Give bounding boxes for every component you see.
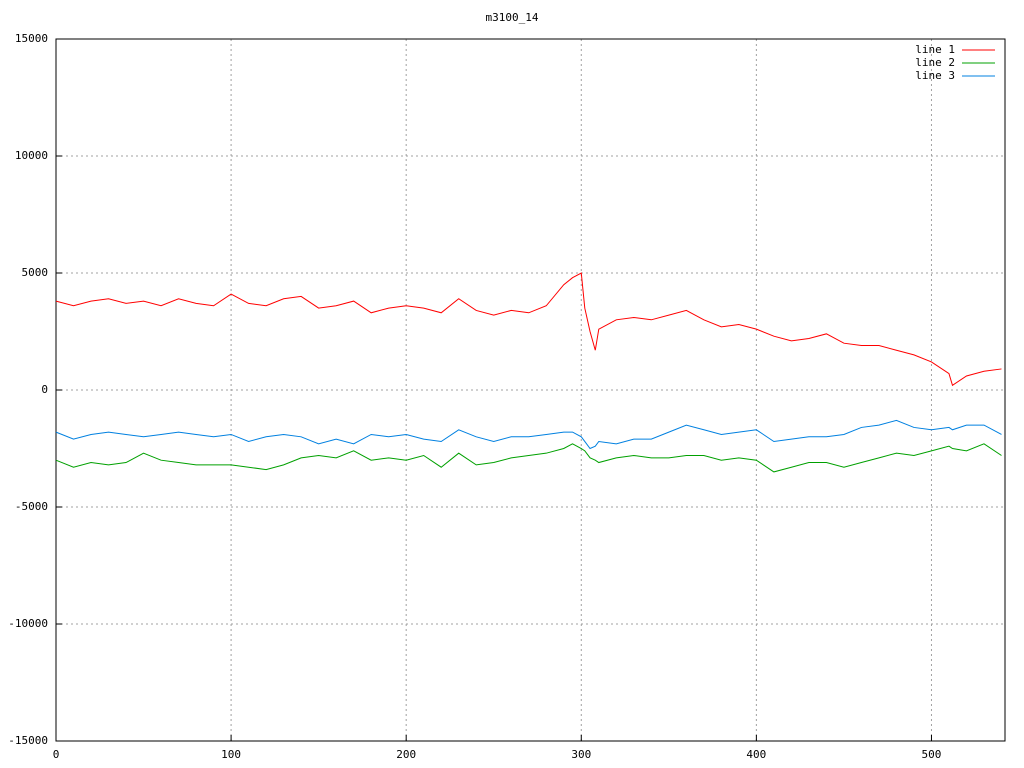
x-tick-label: 0 bbox=[53, 748, 60, 761]
x-tick-label: 300 bbox=[571, 748, 591, 761]
plot-border bbox=[55, 38, 1006, 742]
y-tick-label: -15000 bbox=[8, 734, 48, 747]
data-line bbox=[55, 443, 1002, 473]
y-tick-label: 10000 bbox=[15, 149, 48, 162]
x-tick-label: 400 bbox=[746, 748, 766, 761]
y-tick-label: 15000 bbox=[15, 32, 48, 45]
legend-label: line 1 bbox=[915, 43, 955, 56]
x-tick-label: 100 bbox=[221, 748, 241, 761]
y-tick-label: 0 bbox=[41, 383, 48, 396]
legend-label: line 2 bbox=[915, 56, 955, 69]
y-tick-label: 5000 bbox=[22, 266, 49, 279]
y-tick-label: -10000 bbox=[8, 617, 48, 630]
x-tick-label: 500 bbox=[922, 748, 942, 761]
data-line bbox=[55, 419, 1002, 450]
chart-title: m3100_14 bbox=[486, 11, 539, 24]
x-tick-label: 200 bbox=[396, 748, 416, 761]
y-tick-label: -5000 bbox=[15, 500, 48, 513]
data-line bbox=[55, 272, 1002, 387]
legend-label: line 3 bbox=[915, 69, 955, 82]
